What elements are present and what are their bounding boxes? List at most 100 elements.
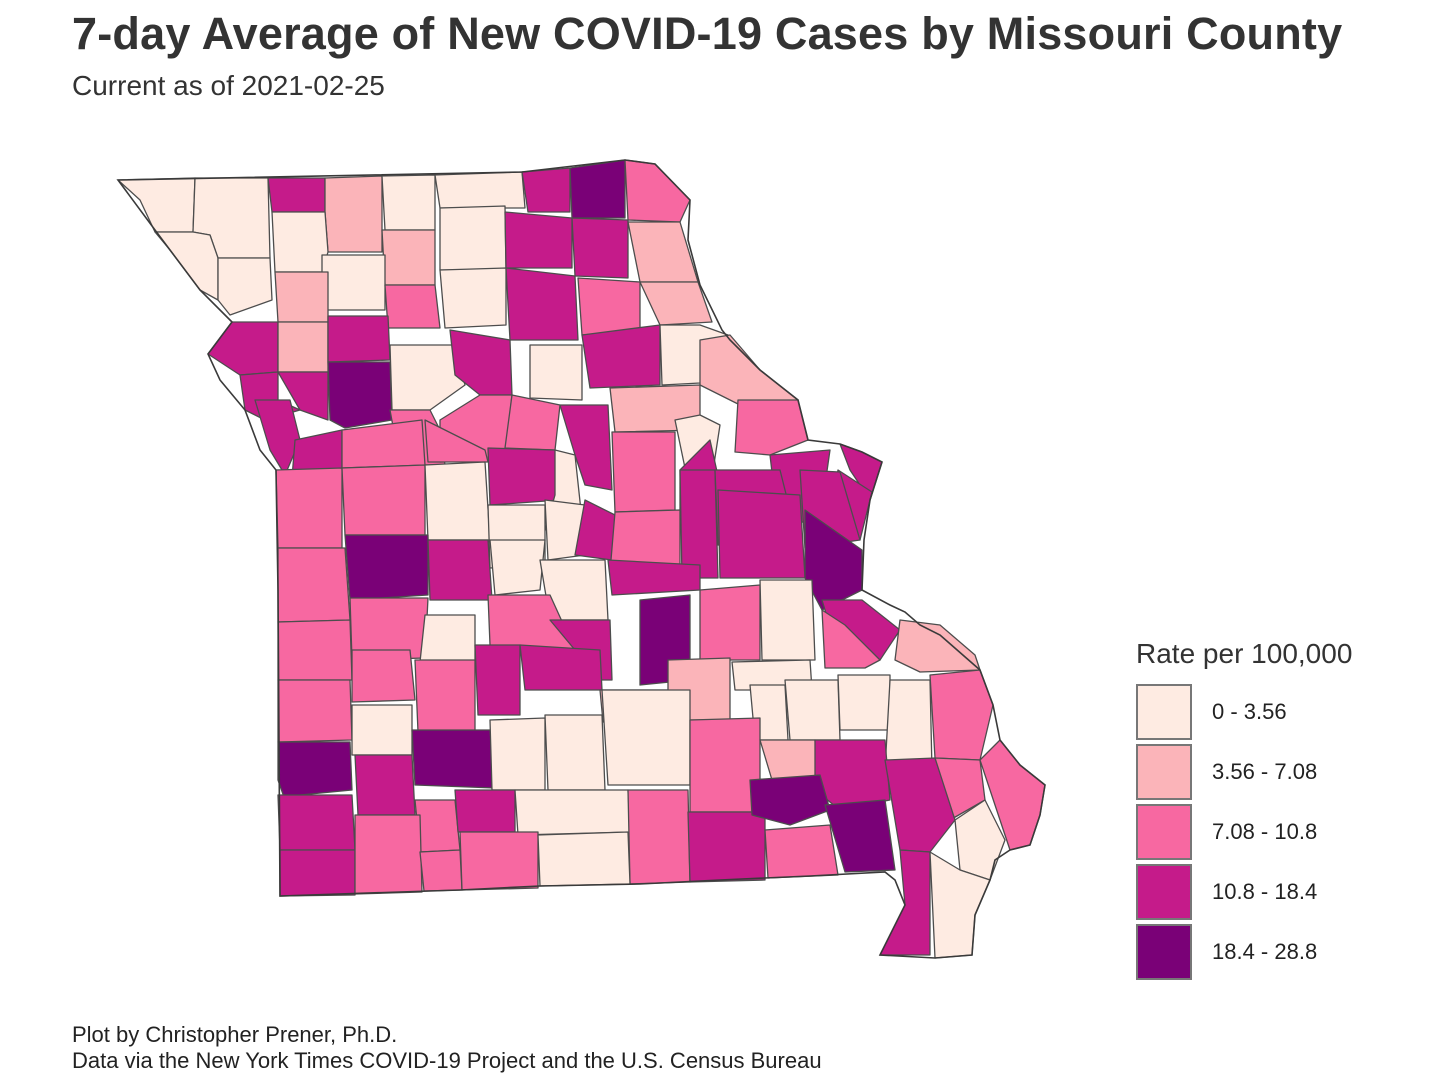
county bbox=[327, 361, 393, 429]
legend-item: 18.4 - 28.8 bbox=[1136, 922, 1436, 982]
county bbox=[277, 619, 353, 681]
county bbox=[929, 669, 994, 761]
county bbox=[611, 431, 676, 513]
caption-author: Plot by Christopher Prener, Ph.D. bbox=[72, 1022, 398, 1047]
county bbox=[341, 464, 426, 536]
county bbox=[734, 399, 809, 456]
county bbox=[749, 774, 831, 826]
county bbox=[344, 534, 429, 601]
county bbox=[537, 831, 631, 887]
county bbox=[354, 754, 416, 816]
county bbox=[687, 811, 766, 883]
county bbox=[699, 584, 761, 661]
county bbox=[639, 281, 713, 326]
map-subtitle: Current as of 2021-02-25 bbox=[72, 70, 385, 101]
county bbox=[764, 824, 839, 879]
county bbox=[274, 271, 329, 323]
county bbox=[544, 714, 606, 791]
county bbox=[217, 257, 273, 316]
county bbox=[824, 799, 896, 873]
county bbox=[414, 799, 461, 853]
legend-label: 3.56 - 7.08 bbox=[1212, 759, 1318, 784]
legend-swatch bbox=[1136, 684, 1192, 740]
caption-source: Data via the New York Times COVID-19 Pro… bbox=[72, 1048, 822, 1073]
county bbox=[341, 419, 426, 469]
county bbox=[784, 679, 841, 741]
county bbox=[275, 467, 343, 549]
county bbox=[884, 679, 933, 771]
county bbox=[427, 539, 493, 601]
county bbox=[434, 171, 526, 209]
county bbox=[514, 789, 631, 836]
county bbox=[277, 794, 356, 851]
county bbox=[894, 619, 981, 673]
county bbox=[759, 579, 816, 661]
county bbox=[414, 659, 476, 733]
state-outline bbox=[116, 159, 1046, 959]
county bbox=[439, 267, 507, 329]
legend-label: 10.8 - 18.4 bbox=[1212, 879, 1318, 904]
county-polygons bbox=[117, 159, 1046, 959]
county bbox=[277, 371, 329, 421]
county bbox=[821, 609, 881, 669]
county bbox=[277, 547, 351, 623]
county bbox=[277, 741, 353, 801]
legend-item: 0 - 3.56 bbox=[1136, 682, 1436, 742]
legend-item: 3.56 - 7.08 bbox=[1136, 742, 1436, 802]
county bbox=[879, 849, 931, 956]
county bbox=[689, 717, 761, 813]
county bbox=[519, 644, 603, 691]
county bbox=[717, 489, 806, 579]
legend-label: 0 - 3.56 bbox=[1212, 699, 1287, 724]
county bbox=[504, 394, 561, 451]
county bbox=[581, 324, 661, 389]
legend-swatch bbox=[1136, 744, 1192, 800]
county bbox=[424, 461, 491, 541]
county bbox=[419, 614, 476, 663]
legend-swatch bbox=[1136, 804, 1192, 860]
county bbox=[559, 404, 613, 491]
county bbox=[254, 399, 301, 476]
county bbox=[324, 175, 383, 253]
caption: Plot by Christopher Prener, Ph.D. Data v… bbox=[72, 1022, 822, 1074]
county bbox=[277, 679, 353, 743]
county bbox=[474, 644, 521, 716]
legend-item: 7.08 - 10.8 bbox=[1136, 802, 1436, 862]
county bbox=[505, 267, 579, 341]
county bbox=[267, 177, 326, 213]
county bbox=[207, 321, 279, 376]
county bbox=[837, 674, 891, 731]
county bbox=[627, 789, 691, 885]
county bbox=[487, 447, 561, 506]
county bbox=[699, 334, 799, 406]
county bbox=[884, 757, 956, 853]
county bbox=[607, 559, 701, 596]
county bbox=[411, 729, 496, 789]
county bbox=[381, 174, 436, 231]
legend: Rate per 100,000 0 - 3.56 3.56 - 7.08 7.… bbox=[1136, 638, 1436, 982]
legend-swatch bbox=[1136, 864, 1192, 920]
county bbox=[351, 649, 416, 703]
county bbox=[354, 814, 423, 895]
county bbox=[679, 469, 719, 579]
county bbox=[521, 167, 571, 213]
county bbox=[954, 799, 1006, 881]
legend-label: 7.08 - 10.8 bbox=[1212, 819, 1318, 844]
county bbox=[489, 539, 546, 596]
legend-swatch bbox=[1136, 924, 1192, 980]
county bbox=[277, 321, 329, 373]
county bbox=[571, 217, 629, 279]
county bbox=[439, 205, 507, 271]
county bbox=[327, 315, 391, 363]
legend-label: 18.4 - 28.8 bbox=[1212, 939, 1318, 964]
legend-item: 10.8 - 18.4 bbox=[1136, 862, 1436, 922]
county bbox=[351, 704, 413, 756]
county bbox=[601, 689, 691, 786]
county bbox=[489, 717, 546, 791]
map-title: 7-day Average of New COVID-19 Cases by M… bbox=[72, 8, 1343, 59]
county bbox=[321, 254, 386, 311]
county bbox=[577, 277, 641, 336]
county bbox=[384, 284, 441, 329]
county bbox=[271, 211, 329, 273]
